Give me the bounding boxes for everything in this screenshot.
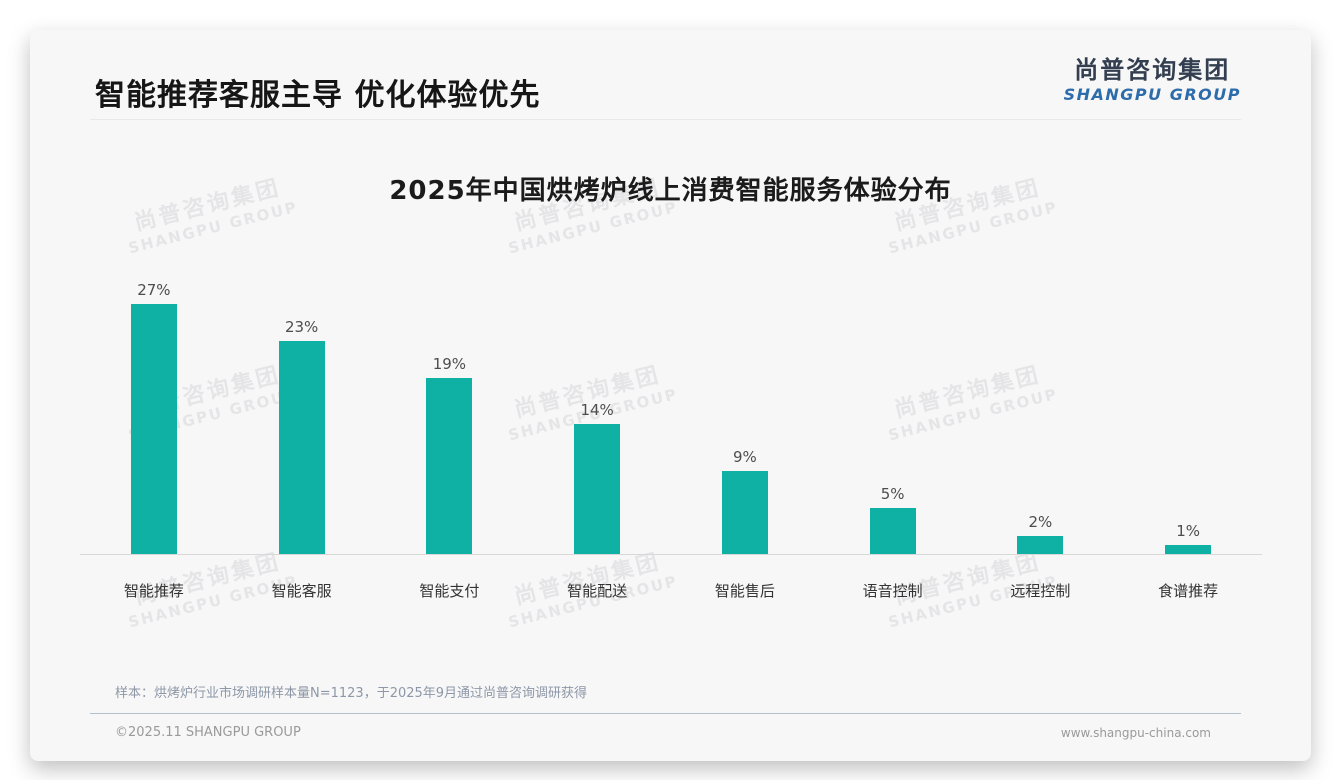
bar	[1165, 544, 1212, 554]
bar-value-label: 23%	[284, 318, 319, 336]
bar-column: 9%	[671, 254, 819, 554]
bar-value-label: 1%	[1176, 521, 1201, 540]
sample-footnote: 样本：烘烤炉行业市场调研样本量N=1123，于2025年9月通过尚普咨询调研获得	[115, 686, 588, 701]
x-axis-line	[80, 554, 1262, 555]
bar	[278, 341, 325, 554]
bar-column: 27%	[80, 254, 228, 554]
bar-column: 2%	[967, 254, 1115, 554]
chart-title: 2025年中国烘烤炉线上消费智能服务体验分布	[389, 176, 952, 206]
footer-url: www.shangpu-china.com	[1060, 726, 1211, 740]
category-axis: 智能推荐 智能客服 智能支付 智能配送 智能售后 语音控制 远程控制 食谱推荐	[80, 570, 1262, 601]
bar	[574, 424, 621, 554]
bar-column: 1%	[1114, 254, 1262, 554]
logo-text-cn: 尚普咨询集团	[1074, 56, 1231, 84]
bar-chart: 27% 23% 19% 14% 9% 5% 2% 1%	[80, 254, 1262, 554]
page-title: 智能推荐客服主导 优化体验优先	[95, 78, 541, 113]
bar-value-label: 14%	[580, 401, 614, 420]
category-label: 智能客服	[271, 582, 332, 600]
category-label: 远程控制	[1010, 582, 1071, 600]
category-label: 语音控制	[862, 582, 923, 600]
bar-column: 19%	[376, 254, 524, 554]
footer-copyright: ©2025.11 SHANGPU GROUP	[115, 725, 301, 740]
bar	[1017, 535, 1064, 554]
category-label: 智能推荐	[123, 582, 184, 600]
category-label: 智能售后	[714, 582, 775, 600]
bar-column: 5%	[819, 254, 967, 554]
category-label: 智能支付	[419, 582, 480, 600]
bar	[869, 507, 916, 554]
bar-value-label: 5%	[880, 484, 905, 503]
bar-value-label: 27%	[137, 281, 171, 299]
category-label: 智能配送	[567, 582, 628, 600]
category-label: 食谱推荐	[1158, 582, 1219, 600]
footer-divider	[90, 713, 1241, 714]
bar-value-label: 19%	[432, 355, 467, 374]
bar	[721, 470, 768, 554]
bar-value-label: 2%	[1028, 512, 1053, 531]
bar	[426, 378, 473, 554]
logo-text-en: SHANGPU GROUP	[1063, 85, 1241, 104]
bar	[130, 304, 177, 554]
logo: 尚普咨询集团 SHANGPU GROUP	[1064, 55, 1241, 104]
bar-value-label: 9%	[732, 447, 757, 466]
bar-column: 23%	[228, 254, 376, 554]
bar-column: 14%	[523, 254, 671, 554]
report-card: 智能推荐客服主导 优化体验优先 尚普咨询集团 SHANGPU GROUP 尚普咨…	[30, 30, 1311, 761]
header-divider	[90, 119, 1241, 120]
